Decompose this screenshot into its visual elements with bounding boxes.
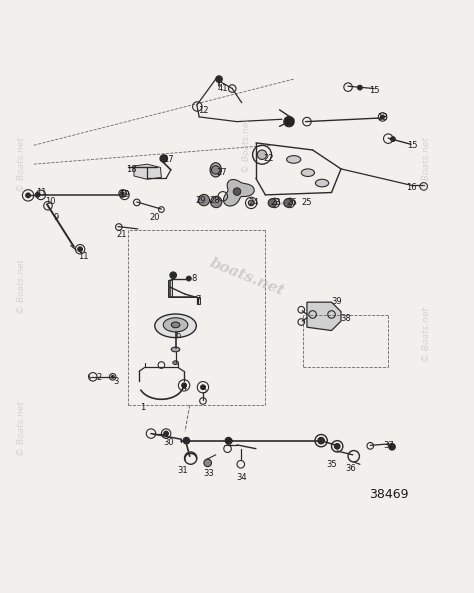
Text: 9: 9 — [54, 213, 59, 222]
Text: © Boats.net: © Boats.net — [242, 118, 251, 173]
Text: 11: 11 — [78, 252, 89, 261]
Circle shape — [284, 199, 292, 207]
Circle shape — [35, 193, 40, 197]
Text: 12: 12 — [198, 106, 208, 115]
Circle shape — [121, 192, 124, 195]
Circle shape — [210, 196, 222, 208]
Text: 24: 24 — [248, 199, 259, 208]
Text: 18: 18 — [126, 165, 137, 174]
Text: 8: 8 — [192, 274, 197, 283]
Ellipse shape — [155, 314, 196, 337]
Text: 40: 40 — [284, 118, 294, 127]
Text: 1: 1 — [140, 403, 145, 412]
Text: 20: 20 — [149, 213, 160, 222]
Circle shape — [170, 272, 176, 279]
Text: 21: 21 — [116, 229, 127, 238]
Text: 16: 16 — [407, 183, 417, 192]
Circle shape — [26, 193, 30, 197]
Ellipse shape — [171, 347, 180, 352]
Text: 27: 27 — [217, 168, 227, 177]
Circle shape — [389, 444, 395, 450]
Text: 26: 26 — [286, 199, 297, 208]
Text: 33: 33 — [203, 468, 214, 478]
Circle shape — [201, 385, 205, 390]
Ellipse shape — [287, 155, 301, 163]
Circle shape — [204, 459, 211, 467]
Ellipse shape — [301, 169, 315, 177]
Text: © Boats.net: © Boats.net — [421, 137, 430, 192]
Circle shape — [225, 438, 232, 444]
Text: 15: 15 — [407, 141, 417, 150]
Polygon shape — [168, 280, 200, 304]
Text: © Boats.net: © Boats.net — [18, 137, 27, 192]
Ellipse shape — [210, 162, 221, 177]
Circle shape — [357, 85, 362, 90]
Text: © Boats.net: © Boats.net — [421, 307, 430, 362]
Circle shape — [111, 375, 114, 378]
Text: 28: 28 — [209, 196, 219, 205]
Text: 10: 10 — [45, 197, 55, 206]
Circle shape — [318, 438, 324, 444]
Text: 17: 17 — [163, 155, 174, 164]
Circle shape — [198, 195, 210, 206]
Text: 2: 2 — [96, 373, 101, 382]
Circle shape — [391, 137, 395, 142]
Ellipse shape — [316, 179, 328, 187]
Text: 30: 30 — [163, 438, 174, 447]
Circle shape — [216, 76, 222, 82]
Text: 19: 19 — [119, 190, 130, 199]
Circle shape — [183, 438, 190, 444]
Polygon shape — [134, 164, 161, 179]
Circle shape — [248, 200, 254, 206]
Text: 39: 39 — [331, 296, 342, 306]
Circle shape — [186, 276, 191, 281]
Text: 4: 4 — [182, 382, 187, 392]
Circle shape — [211, 165, 220, 174]
Circle shape — [182, 383, 186, 388]
Text: 29: 29 — [195, 196, 206, 205]
Circle shape — [160, 155, 167, 162]
Text: 38: 38 — [340, 314, 351, 323]
Ellipse shape — [163, 318, 188, 332]
Text: 5: 5 — [201, 385, 207, 394]
Circle shape — [334, 444, 340, 449]
Text: 11: 11 — [36, 188, 46, 197]
Text: 7: 7 — [196, 295, 201, 304]
Text: 23: 23 — [271, 199, 281, 208]
Text: 41: 41 — [218, 84, 228, 93]
Text: 38469: 38469 — [369, 487, 409, 500]
Circle shape — [268, 199, 277, 207]
Circle shape — [164, 431, 168, 436]
Circle shape — [233, 188, 241, 195]
Text: © Boats.net: © Boats.net — [18, 260, 27, 314]
Text: 36: 36 — [345, 464, 356, 473]
Text: 13: 13 — [377, 113, 388, 122]
Circle shape — [381, 115, 384, 119]
Text: boats.net: boats.net — [207, 256, 286, 299]
Text: 3: 3 — [113, 377, 118, 386]
Text: 32: 32 — [223, 439, 234, 448]
Text: © Boats.net: © Boats.net — [18, 401, 27, 456]
Text: 25: 25 — [301, 199, 312, 208]
Circle shape — [257, 150, 267, 160]
Text: 34: 34 — [237, 473, 247, 482]
Text: 35: 35 — [326, 460, 337, 469]
Polygon shape — [224, 180, 254, 206]
Text: 6: 6 — [175, 331, 181, 340]
Ellipse shape — [171, 322, 180, 328]
Text: 15: 15 — [369, 87, 379, 95]
Text: 22: 22 — [264, 154, 274, 162]
Text: 37: 37 — [383, 441, 393, 450]
Text: 31: 31 — [177, 466, 188, 475]
Ellipse shape — [173, 361, 178, 365]
Polygon shape — [307, 302, 341, 330]
Circle shape — [284, 116, 294, 127]
Circle shape — [78, 247, 82, 251]
